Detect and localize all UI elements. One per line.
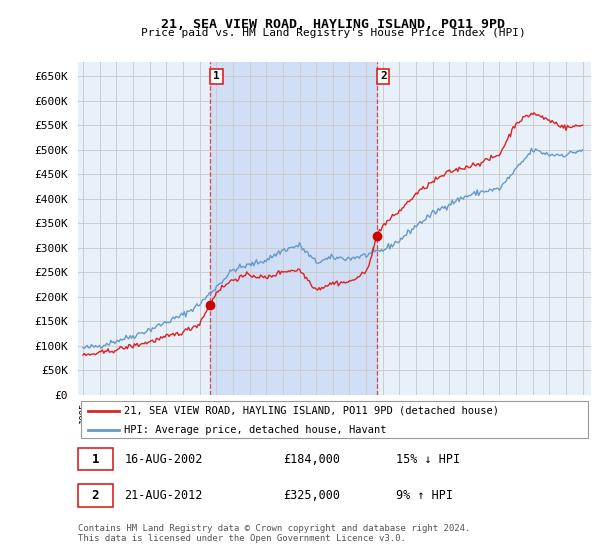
Text: Price paid vs. HM Land Registry's House Price Index (HPI): Price paid vs. HM Land Registry's House …: [140, 28, 526, 38]
Text: 21-AUG-2012: 21-AUG-2012: [124, 489, 203, 502]
FancyBboxPatch shape: [78, 447, 113, 470]
Text: 15% ↓ HPI: 15% ↓ HPI: [396, 452, 460, 465]
Text: 16-AUG-2002: 16-AUG-2002: [124, 452, 203, 465]
Bar: [210, 62, 377, 395]
Text: 1: 1: [92, 452, 99, 465]
Text: Contains HM Land Registry data © Crown copyright and database right 2024.
This d: Contains HM Land Registry data © Crown c…: [78, 524, 470, 543]
Text: 21, SEA VIEW ROAD, HAYLING ISLAND, PO11 9PD (detached house): 21, SEA VIEW ROAD, HAYLING ISLAND, PO11 …: [124, 405, 499, 416]
Text: 1: 1: [213, 71, 220, 81]
Text: 9% ↑ HPI: 9% ↑ HPI: [396, 489, 453, 502]
Text: 2: 2: [380, 71, 387, 81]
FancyBboxPatch shape: [80, 402, 589, 437]
Text: HPI: Average price, detached house, Havant: HPI: Average price, detached house, Hava…: [124, 424, 386, 435]
Text: £184,000: £184,000: [283, 452, 340, 465]
FancyBboxPatch shape: [78, 484, 113, 507]
Text: £325,000: £325,000: [283, 489, 340, 502]
Text: 2: 2: [92, 489, 99, 502]
Text: 21, SEA VIEW ROAD, HAYLING ISLAND, PO11 9PD: 21, SEA VIEW ROAD, HAYLING ISLAND, PO11 …: [161, 18, 505, 31]
